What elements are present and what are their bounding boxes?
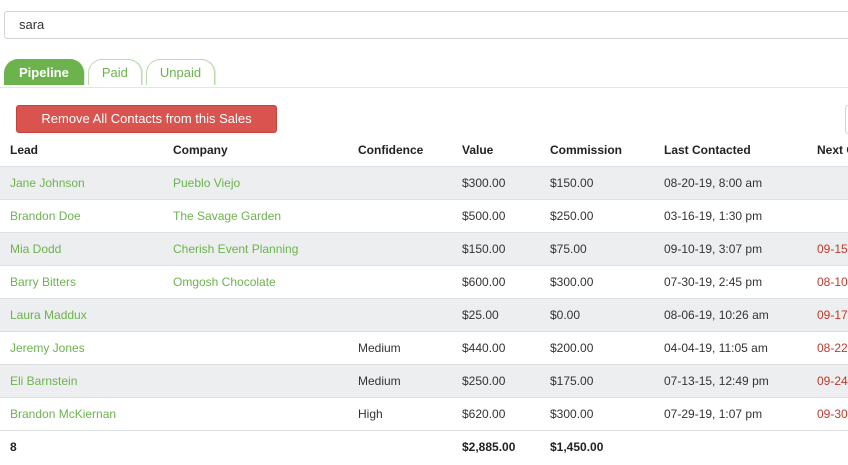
column-header-value[interactable]: Value xyxy=(462,143,494,157)
column-header-commission[interactable]: Commission xyxy=(550,143,623,157)
tabs-divider xyxy=(0,87,848,88)
table-body: Jane Johnson Pueblo Viejo $300.00 $150.00 08… xyxy=(0,167,848,431)
row-value: $300.00 xyxy=(462,176,506,190)
row-confidence: Medium xyxy=(358,374,401,388)
row-commission: $175.00 xyxy=(550,374,594,388)
column-header-company[interactable]: Company xyxy=(173,143,228,157)
row-commission: $300.00 xyxy=(550,275,594,289)
row-lead-link[interactable]: Jane Johnson xyxy=(10,176,85,190)
row-value: $600.00 xyxy=(462,275,506,289)
table-row[interactable]: Barry Bitters Omgosh Chocolate $600.00 $300… xyxy=(0,266,848,299)
table-row[interactable]: Brandon McKiernan High $620.00 $300.00 07-29… xyxy=(0,398,848,431)
footer-value-total: $2,885.00 xyxy=(462,440,516,454)
footer-count: 8 xyxy=(10,440,17,454)
row-lead-link[interactable]: Brandon Doe xyxy=(10,209,81,223)
table-row[interactable]: Mia Dodd Cherish Event Planning $150.00 $75… xyxy=(0,233,848,266)
row-value: $500.00 xyxy=(462,209,506,223)
table-row[interactable]: Brandon Doe The Savage Garden $500.00 $250.… xyxy=(0,200,848,233)
row-commission: $0.00 xyxy=(550,308,581,322)
row-last-contacted: 08-20-19, 8:00 am xyxy=(664,176,763,190)
row-next-contact: 09-17 xyxy=(817,308,848,322)
row-lead-link[interactable]: Eli Barnstein xyxy=(10,374,78,388)
row-confidence: Medium xyxy=(358,341,401,355)
table-footer-row: 8 $2,885.00 $1,450.00 xyxy=(0,431,848,464)
tab-pipeline[interactable]: Pipeline xyxy=(4,59,84,85)
column-header-lead[interactable]: Lead xyxy=(10,143,39,157)
row-lead-link[interactable]: Laura Maddux xyxy=(10,308,87,322)
row-next-contact: 09-30 xyxy=(817,407,848,421)
table-row[interactable]: Eli Barnstein Medium $250.00 $175.00 07-13-1… xyxy=(0,365,848,398)
row-lead-link[interactable]: Brandon McKiernan xyxy=(10,407,117,421)
row-last-contacted: 09-10-19, 3:07 pm xyxy=(664,242,763,256)
row-lead-link[interactable]: Mia Dodd xyxy=(10,242,62,256)
row-next-contact: 08-22 xyxy=(817,341,848,355)
pipeline-tabs: Pipeline Paid Unpaid xyxy=(4,59,219,89)
contacts-table: Lead Company Confidence Value Commission… xyxy=(0,133,848,464)
footer-commission-total: $1,450.00 xyxy=(550,440,604,454)
row-value: $250.00 xyxy=(462,374,506,388)
row-last-contacted: 07-30-19, 2:45 pm xyxy=(664,275,763,289)
tab-unpaid[interactable]: Unpaid xyxy=(145,59,216,85)
row-value: $620.00 xyxy=(462,407,506,421)
row-value: $25.00 xyxy=(462,308,499,322)
options-button[interactable] xyxy=(845,105,848,134)
row-last-contacted: 07-29-19, 1:07 pm xyxy=(664,407,763,421)
row-next-contact: 09-15 xyxy=(817,242,848,256)
column-header-last-contacted[interactable]: Last Contacted xyxy=(664,143,751,157)
row-lead-link[interactable]: Barry Bitters xyxy=(10,275,77,289)
row-company-link[interactable]: Cherish Event Planning xyxy=(173,242,299,256)
row-value: $440.00 xyxy=(462,341,506,355)
table-row[interactable]: Jeremy Jones Medium $440.00 $200.00 04-04-19… xyxy=(0,332,848,365)
row-company-link[interactable]: Omgosh Chocolate xyxy=(173,275,276,289)
row-next-contact: 09-24 xyxy=(817,374,848,388)
column-header-confidence[interactable]: Confidence xyxy=(358,143,424,157)
row-confidence: High xyxy=(358,407,383,421)
row-last-contacted: 08-06-19, 10:26 am xyxy=(664,308,769,322)
row-commission: $250.00 xyxy=(550,209,594,223)
row-last-contacted: 04-04-19, 11:05 am xyxy=(664,341,768,355)
row-commission: $150.00 xyxy=(550,176,594,190)
row-lead-link[interactable]: Jeremy Jones xyxy=(10,341,85,355)
remove-all-contacts-button[interactable]: Remove All Contacts from this Sales Pipe… xyxy=(16,105,277,152)
table-row[interactable]: Jane Johnson Pueblo Viejo $300.00 $150.00 08… xyxy=(0,167,848,200)
column-header-next[interactable]: Next C xyxy=(817,143,848,157)
row-commission: $200.00 xyxy=(550,341,594,355)
row-commission: $300.00 xyxy=(550,407,594,421)
search-input[interactable]: sara xyxy=(4,11,848,39)
row-value: $150.00 xyxy=(462,242,506,256)
row-commission: $75.00 xyxy=(550,242,587,256)
table-header-row: Lead Company Confidence Value Commission… xyxy=(0,133,848,167)
row-company-link[interactable]: The Savage Garden xyxy=(173,209,282,223)
row-last-contacted: 03-16-19, 1:30 pm xyxy=(664,209,763,223)
row-company-link[interactable]: Pueblo Viejo xyxy=(173,176,241,190)
row-next-contact: 08-10 xyxy=(817,275,848,289)
tab-paid[interactable]: Paid xyxy=(87,59,142,85)
table-row[interactable]: Laura Maddux $25.00 $0.00 08-06-19, 10:26 a… xyxy=(0,299,848,332)
row-last-contacted: 07-13-15, 12:49 pm xyxy=(664,374,769,388)
